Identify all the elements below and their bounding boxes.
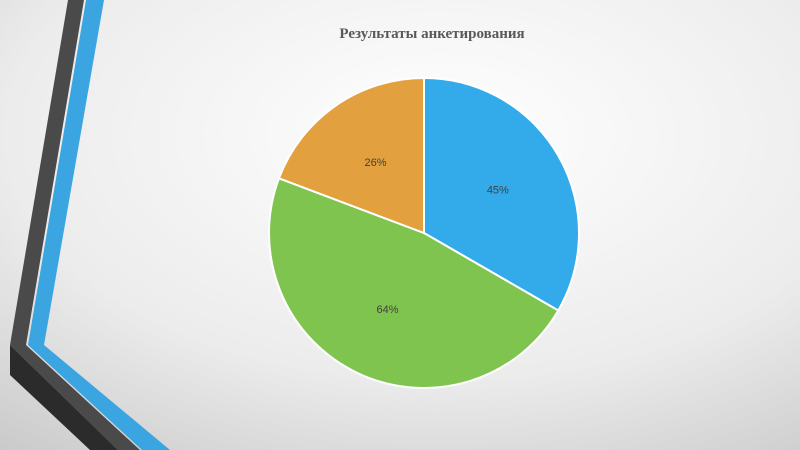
decor-stripe: [28, 0, 170, 450]
pie-slice: [277, 76, 425, 235]
value-label: 26%: [364, 157, 386, 169]
value-label: 45%: [487, 184, 509, 196]
decor-stripe: [10, 345, 118, 450]
pie-slice: [423, 76, 580, 312]
pie-slice: [268, 177, 560, 389]
value-label: 64%: [377, 304, 399, 316]
chart-title: Результаты анкетирования: [339, 26, 524, 42]
decor-stripe: [10, 0, 140, 450]
pie: 45% 64% 26%: [268, 76, 580, 389]
